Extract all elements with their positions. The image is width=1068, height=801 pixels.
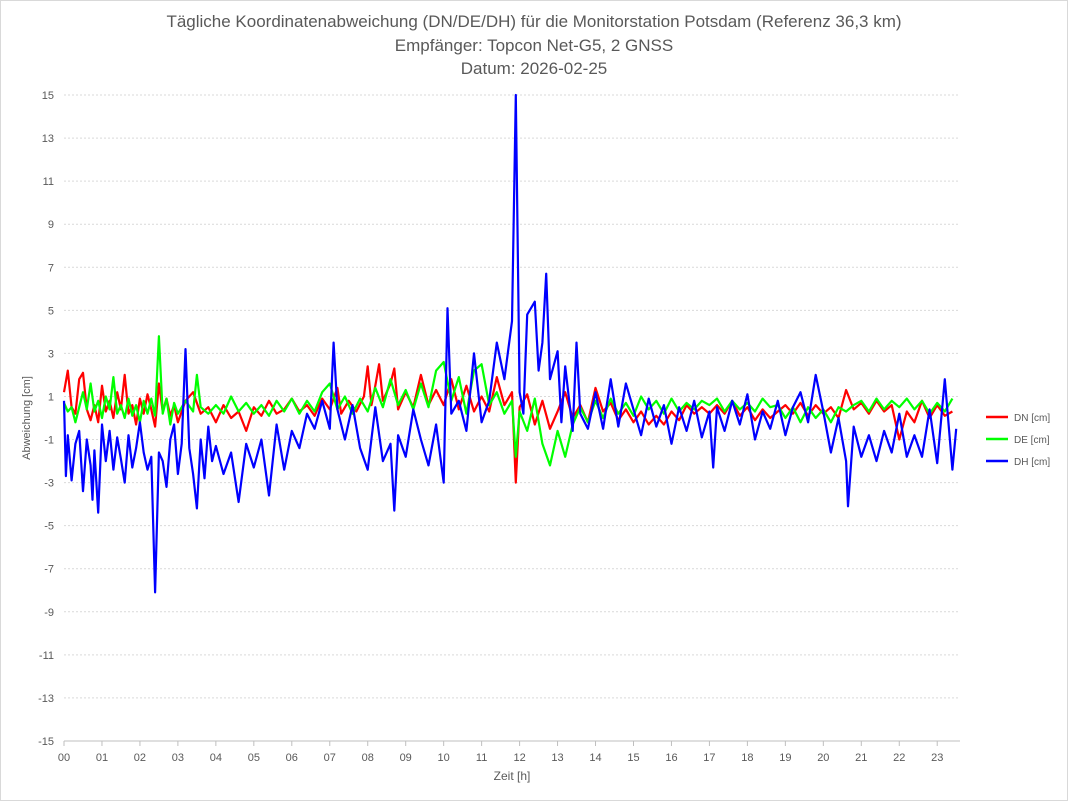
x-tick-label: 17 [703, 752, 715, 764]
legend-label: DE [cm] [1014, 435, 1050, 446]
chart-title: Tägliche Koordinatenabweichung (DN/DE/DH… [166, 12, 902, 31]
y-axis-ticks: 15 13 11 9 7 5 3 1 -1 -3 -5 -7 -9 -11 -13 -15 [38, 90, 54, 748]
y-tick-label: 5 [48, 305, 54, 317]
x-tick-label: 07 [324, 752, 336, 764]
x-tick-label: 23 [931, 752, 943, 764]
y-tick-label: 3 [48, 348, 54, 360]
y-tick-label: -5 [44, 521, 54, 533]
x-tick-label: 09 [400, 752, 412, 764]
y-tick-label: -11 [39, 650, 54, 662]
y-tick-label: -13 [38, 693, 54, 705]
y-tick-label: -3 [44, 478, 54, 490]
x-tick-label: 16 [665, 752, 677, 764]
x-tick-label: 03 [172, 752, 184, 764]
x-tick-label: 22 [893, 752, 905, 764]
x-tick-label: 02 [134, 752, 146, 764]
series-line-dh [62, 93, 958, 594]
x-tick-label: 06 [286, 752, 298, 764]
y-tick-label: -15 [38, 736, 54, 748]
x-tick-label: 20 [817, 752, 829, 764]
x-tick-label: 18 [741, 752, 753, 764]
x-tick-label: 13 [551, 752, 563, 764]
x-tick-label: 10 [438, 752, 450, 764]
x-tick-label: 21 [855, 752, 867, 764]
legend-label: DN [cm] [1014, 413, 1050, 424]
chart-subtitle: Empfänger: Topcon Net-G5, 2 GNSS [394, 36, 674, 55]
x-tick-label: 01 [96, 752, 108, 764]
y-tick-label: -9 [44, 607, 54, 619]
y-tick-label: 1 [48, 391, 54, 403]
legend-label: DH [cm] [1014, 457, 1050, 468]
x-axis-label: Zeit [h] [494, 769, 531, 783]
y-tick-label: 9 [48, 219, 54, 231]
y-tick-label: 7 [48, 262, 54, 274]
y-axis-label: Abweichung [cm] [21, 376, 33, 460]
x-tick-label: 11 [476, 752, 487, 764]
x-tick-label: 04 [210, 752, 222, 764]
x-tick-label: 05 [248, 752, 260, 764]
x-tick-label: 14 [589, 752, 601, 764]
x-tick-label: 12 [513, 752, 525, 764]
y-tick-label: -7 [44, 564, 54, 576]
y-tick-label: 11 [43, 176, 54, 188]
y-tick-label: 15 [42, 90, 54, 102]
y-tick-label: -1 [44, 435, 54, 447]
series-lines [62, 93, 958, 594]
chart-date: Datum: 2026-02-25 [460, 59, 608, 78]
legend: DN [cm] DE [cm] DH [cm] [986, 413, 1050, 468]
x-tick-label: 08 [362, 752, 374, 764]
y-tick-label: 13 [42, 133, 54, 145]
x-tick-label: 19 [779, 752, 791, 764]
x-axis-ticks: 00 01 02 03 04 05 06 07 08 09 10 11 12 13 14 15 16 17 18 19… [58, 741, 943, 764]
x-tick-label: 15 [627, 752, 639, 764]
x-tick-label: 00 [58, 752, 70, 764]
